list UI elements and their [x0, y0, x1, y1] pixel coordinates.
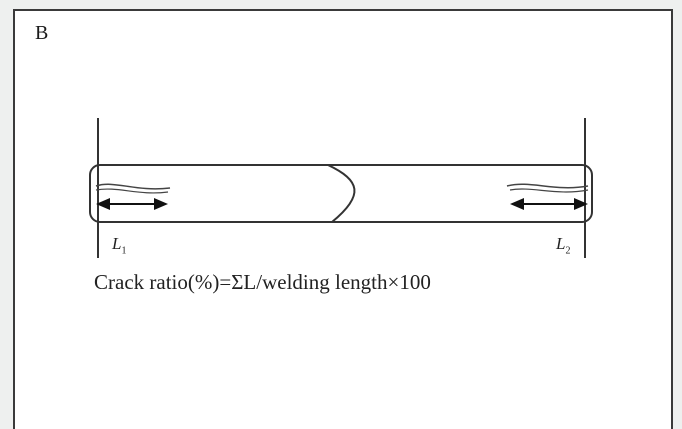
- right-length-label: L2: [556, 234, 571, 257]
- left-length-label: L1: [112, 234, 127, 257]
- right-crack-line-lower: [509, 188, 589, 193]
- left-length-arrow: [96, 198, 168, 210]
- panel-label: B: [35, 22, 49, 44]
- left-crack-line-lower: [95, 188, 169, 194]
- right-length-arrow: [510, 198, 588, 210]
- right-crack-line-upper: [506, 183, 589, 189]
- figure-frame: [13, 9, 673, 429]
- crack-ratio-formula: Crack ratio(%)=ΣL/welding length×100: [94, 270, 431, 294]
- weld-bead: [89, 164, 593, 223]
- crack-break-curve: [327, 164, 356, 223]
- left-crack-line-upper: [95, 183, 171, 190]
